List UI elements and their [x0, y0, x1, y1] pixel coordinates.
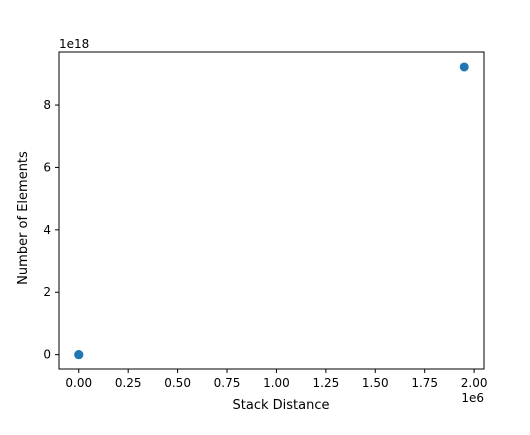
y-tick-label: 8 [43, 98, 51, 112]
y-tick-label: 4 [43, 223, 51, 237]
x-tick-label: 0.75 [214, 376, 241, 390]
y-axis-label: Number of Elements [16, 151, 31, 285]
y-tick-label: 0 [43, 348, 51, 362]
y-axis-offset-label: 1e18 [59, 37, 89, 51]
x-tick-label: 1.25 [313, 376, 340, 390]
x-tick-label: 1.50 [362, 376, 389, 390]
x-axis-label: Stack Distance [233, 398, 330, 413]
data-points-layer [74, 62, 469, 360]
x-tick-label: 1.00 [263, 376, 290, 390]
y-tick-label: 6 [43, 160, 51, 174]
x-tick-label: 1.75 [411, 376, 438, 390]
x-tick-label: 2.00 [461, 376, 488, 390]
y-tick-label: 2 [43, 285, 51, 299]
x-axis-ticks: 0.00 0.25 0.50 0.75 1.00 1.25 1.50 1.75 2.00 [65, 369, 487, 390]
x-axis-offset-label: 1e6 [461, 391, 484, 405]
x-tick-label: 0.00 [65, 376, 92, 390]
data-point [459, 62, 469, 72]
data-point [74, 350, 84, 360]
plot-frame [58, 51, 485, 370]
x-tick-label: 0.50 [164, 376, 191, 390]
y-axis-ticks: 0 2 4 6 8 [43, 98, 59, 362]
x-tick-label: 0.25 [115, 376, 142, 390]
